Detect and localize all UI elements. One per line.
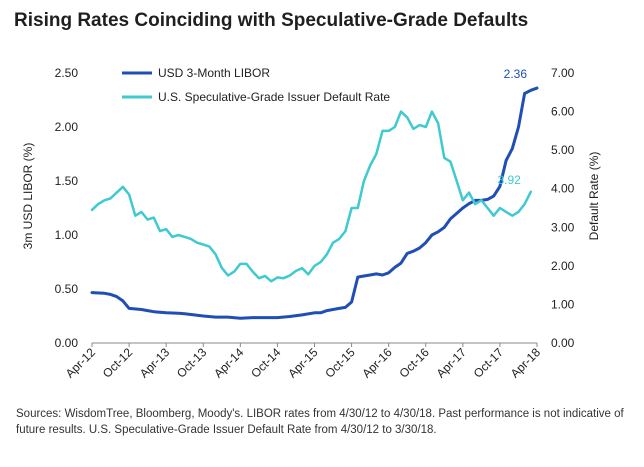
y-right-tick-label: 1.00	[551, 297, 575, 311]
x-tick-label: Apr-16	[359, 345, 395, 381]
x-tick-label: Apr-12	[63, 345, 99, 381]
y-left-tick-label: 1.00	[55, 228, 79, 242]
y-right-tick-label: 7.00	[551, 66, 575, 80]
y-right-axis-title: Default Rate (%)	[587, 152, 601, 241]
legend-label: U.S. Speculative-Grade Issuer Default Ra…	[158, 90, 390, 104]
default-rate-series-line	[90, 110, 533, 283]
x-tick-label: Oct-17	[471, 345, 507, 381]
default-rate-end-data-label: 3.92	[497, 173, 521, 187]
x-tick-label: Apr-17	[434, 345, 470, 381]
x-tick-label: Apr-13	[137, 345, 173, 381]
y-left-tick-label: 2.00	[55, 120, 79, 134]
y-left-tick-label: 0.50	[55, 282, 79, 296]
y-right-tick-label: 4.00	[551, 182, 575, 196]
y-right-tick-label: 3.00	[551, 220, 575, 234]
x-tick-label: Apr-15	[285, 345, 321, 381]
x-tick-label: Oct-16	[397, 345, 433, 381]
y-right-tick-label: 2.00	[551, 259, 575, 273]
y-right-tick-label: 6.00	[551, 105, 575, 119]
y-right-tick-label: 0.00	[551, 336, 575, 350]
chart-title: Rising Rates Coinciding with Speculative…	[14, 10, 529, 31]
y-left-tick-label: 2.50	[55, 66, 79, 80]
x-tick-label: Oct-12	[100, 345, 136, 381]
x-tick-label: Apr-18	[508, 345, 544, 381]
y-right-tick-label: 5.00	[551, 143, 575, 157]
y-left-tick-label: 1.50	[55, 174, 79, 188]
libor-series-line	[90, 86, 539, 320]
x-tick-label: Oct-14	[248, 345, 284, 381]
y-left-tick-label: 0.00	[55, 336, 79, 350]
x-tick-label: Oct-15	[322, 345, 358, 381]
x-tick-label: Oct-13	[174, 345, 210, 381]
y-left-axis-title: 3m USD LIBOR (%)	[21, 143, 35, 250]
chart: 0.00 0.50 1.00 1.50 2.00 2.50 0.00 1.00 2.00 3.00…	[21, 66, 601, 381]
source-footnote: Sources: WisdomTree, Bloomberg, Moody's.…	[16, 408, 624, 436]
libor-end-data-label: 2.36	[504, 67, 528, 81]
legend-label: USD 3-Month LIBOR	[158, 66, 270, 80]
x-tick-label: Apr-14	[211, 345, 247, 381]
